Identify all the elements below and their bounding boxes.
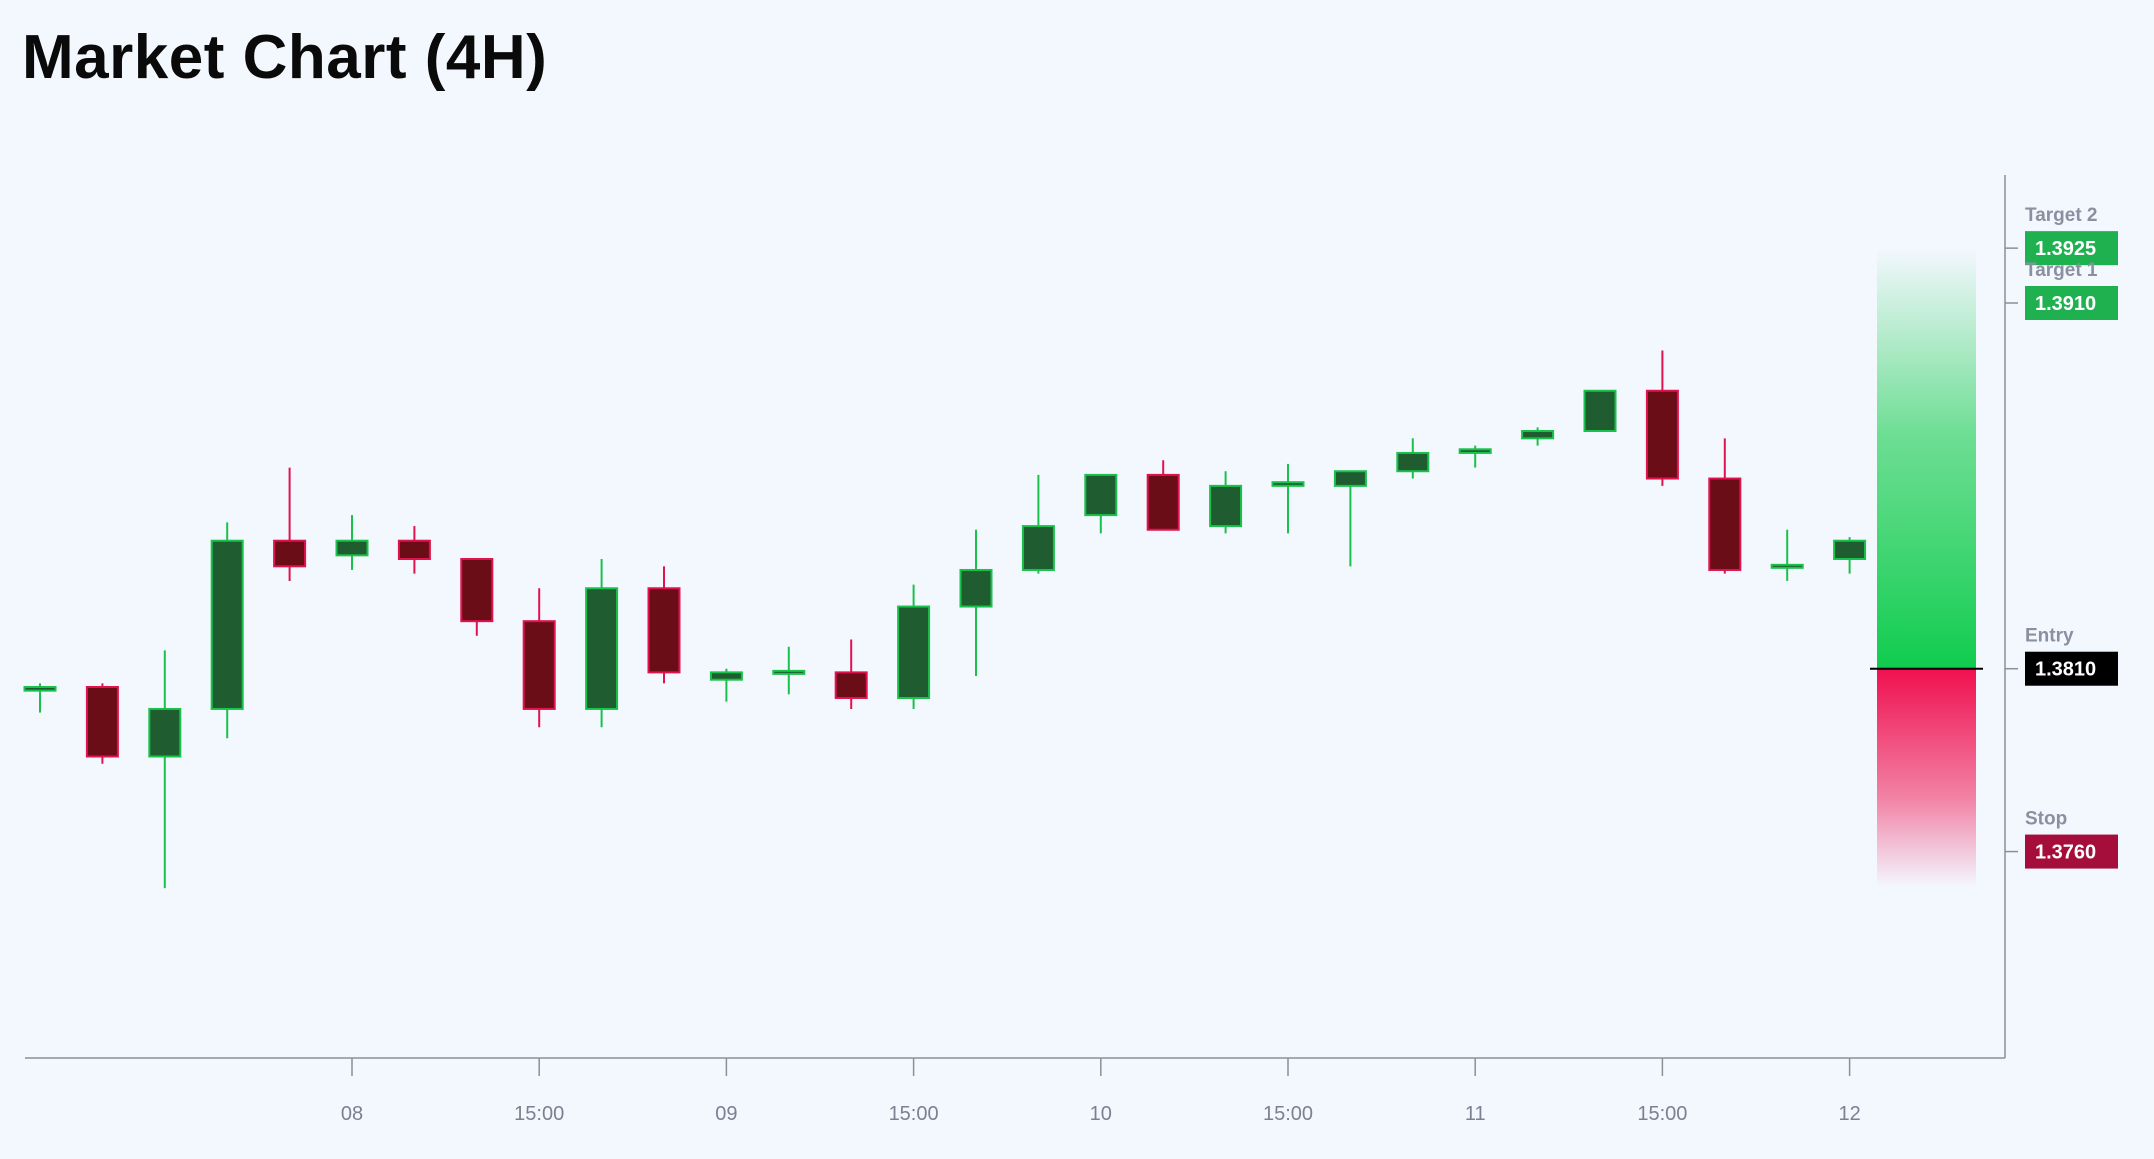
- level-stop: Stop 1.3760: [2005, 809, 2118, 869]
- candle-body: [834, 671, 868, 699]
- candle-body: [1833, 539, 1867, 561]
- x-tick-label: 15:00: [1263, 1103, 1313, 1125]
- level-badge: [2025, 834, 2118, 869]
- candle-body: [1770, 563, 1804, 569]
- candle-body: [585, 587, 619, 710]
- risk-reward-zone: [1877, 248, 1976, 887]
- candle-up[interactable]: [1521, 427, 1555, 446]
- level-value: 1.3925: [2035, 238, 2096, 260]
- candle-down[interactable]: [1645, 350, 1679, 486]
- risk-zone: [1877, 668, 1976, 887]
- candle-body: [397, 539, 431, 561]
- candle-up[interactable]: [1271, 463, 1305, 534]
- candle-up[interactable]: [335, 515, 369, 570]
- candle-body: [959, 568, 993, 608]
- candle-up[interactable]: [1333, 470, 1367, 567]
- level-badge: [2025, 651, 2118, 686]
- level-badge: [2025, 231, 2118, 266]
- candle-down[interactable]: [1146, 460, 1180, 531]
- candle-body: [1521, 430, 1555, 440]
- candle-body: [522, 620, 556, 710]
- candle-up[interactable]: [1084, 473, 1118, 534]
- candle-up[interactable]: [772, 646, 806, 695]
- candle-body: [23, 686, 57, 692]
- level-badge: [2025, 286, 2118, 320]
- axes: 08 15:00 09 15:00 10 15:00 11 15:00 12: [25, 175, 2006, 1125]
- candle-down[interactable]: [834, 639, 868, 709]
- reward-zone: [1877, 248, 1976, 669]
- candle-up[interactable]: [23, 683, 57, 713]
- level-target-2: Target 2 1.3925: [2005, 205, 2118, 266]
- candle-body: [709, 671, 743, 681]
- candle-body: [647, 587, 681, 674]
- candle-body: [85, 686, 119, 758]
- candle-up[interactable]: [210, 522, 244, 739]
- candle-up[interactable]: [585, 559, 619, 728]
- level-value: 1.3760: [2035, 842, 2096, 864]
- candle-up[interactable]: [1458, 445, 1492, 468]
- candle-up[interactable]: [1209, 471, 1243, 534]
- candle-down[interactable]: [273, 467, 307, 581]
- candle-up[interactable]: [1770, 529, 1804, 581]
- candle-up[interactable]: [1021, 474, 1055, 574]
- candle-up[interactable]: [1833, 537, 1867, 574]
- x-tick-label: 11: [1465, 1103, 1486, 1125]
- level-name: Target 2: [2025, 205, 2098, 226]
- level-value: 1.3910: [2035, 293, 2096, 315]
- candle-up[interactable]: [1583, 389, 1617, 432]
- level-target-1: Target 1 1.3910: [2005, 260, 2118, 320]
- level-name: Target 1: [2025, 260, 2098, 281]
- x-tick-label: 15:00: [514, 1103, 564, 1125]
- x-tick-label: 10: [1090, 1103, 1112, 1125]
- candle-body: [1708, 477, 1742, 571]
- candle-up[interactable]: [709, 668, 743, 702]
- candle-up[interactable]: [897, 584, 931, 709]
- candle-down[interactable]: [397, 526, 431, 574]
- candle-down[interactable]: [1708, 438, 1742, 574]
- candle-body: [897, 605, 931, 699]
- level-name: Entry: [2025, 626, 2074, 647]
- candle-body: [1084, 473, 1118, 517]
- level-value: 1.3810: [2035, 659, 2096, 681]
- candle-down[interactable]: [460, 558, 494, 636]
- candle-body: [273, 539, 307, 568]
- candle-body: [1458, 448, 1492, 454]
- candle-down[interactable]: [85, 683, 119, 764]
- candle-up[interactable]: [1396, 438, 1430, 479]
- candle-body: [1583, 389, 1617, 432]
- candle-body: [148, 707, 182, 758]
- candles: [23, 350, 1867, 889]
- candle-up[interactable]: [148, 650, 182, 889]
- level-entry: Entry 1.3810: [1870, 626, 2118, 686]
- x-tick-label: 15:00: [1637, 1103, 1687, 1125]
- candle-body: [1146, 473, 1180, 531]
- candle-body: [1021, 525, 1055, 571]
- candle-down[interactable]: [522, 588, 556, 728]
- x-tick-label: 12: [1838, 1103, 1860, 1125]
- candle-body: [460, 558, 494, 623]
- x-tick-label: 09: [715, 1103, 737, 1125]
- candle-body: [335, 539, 369, 557]
- page-title: Market Chart (4H): [22, 23, 548, 92]
- level-name: Stop: [2025, 809, 2067, 830]
- candle-down[interactable]: [647, 566, 681, 684]
- candle-body: [1396, 451, 1430, 473]
- candle-body: [1333, 470, 1367, 487]
- candle-body: [772, 669, 806, 675]
- candle-body: [1271, 481, 1305, 487]
- candle-up[interactable]: [959, 529, 993, 677]
- candle-body: [1645, 389, 1679, 480]
- x-tick-label: 08: [341, 1103, 363, 1125]
- candle-body: [1209, 484, 1243, 528]
- x-tick-label: 15:00: [889, 1103, 939, 1125]
- candle-body: [210, 539, 244, 710]
